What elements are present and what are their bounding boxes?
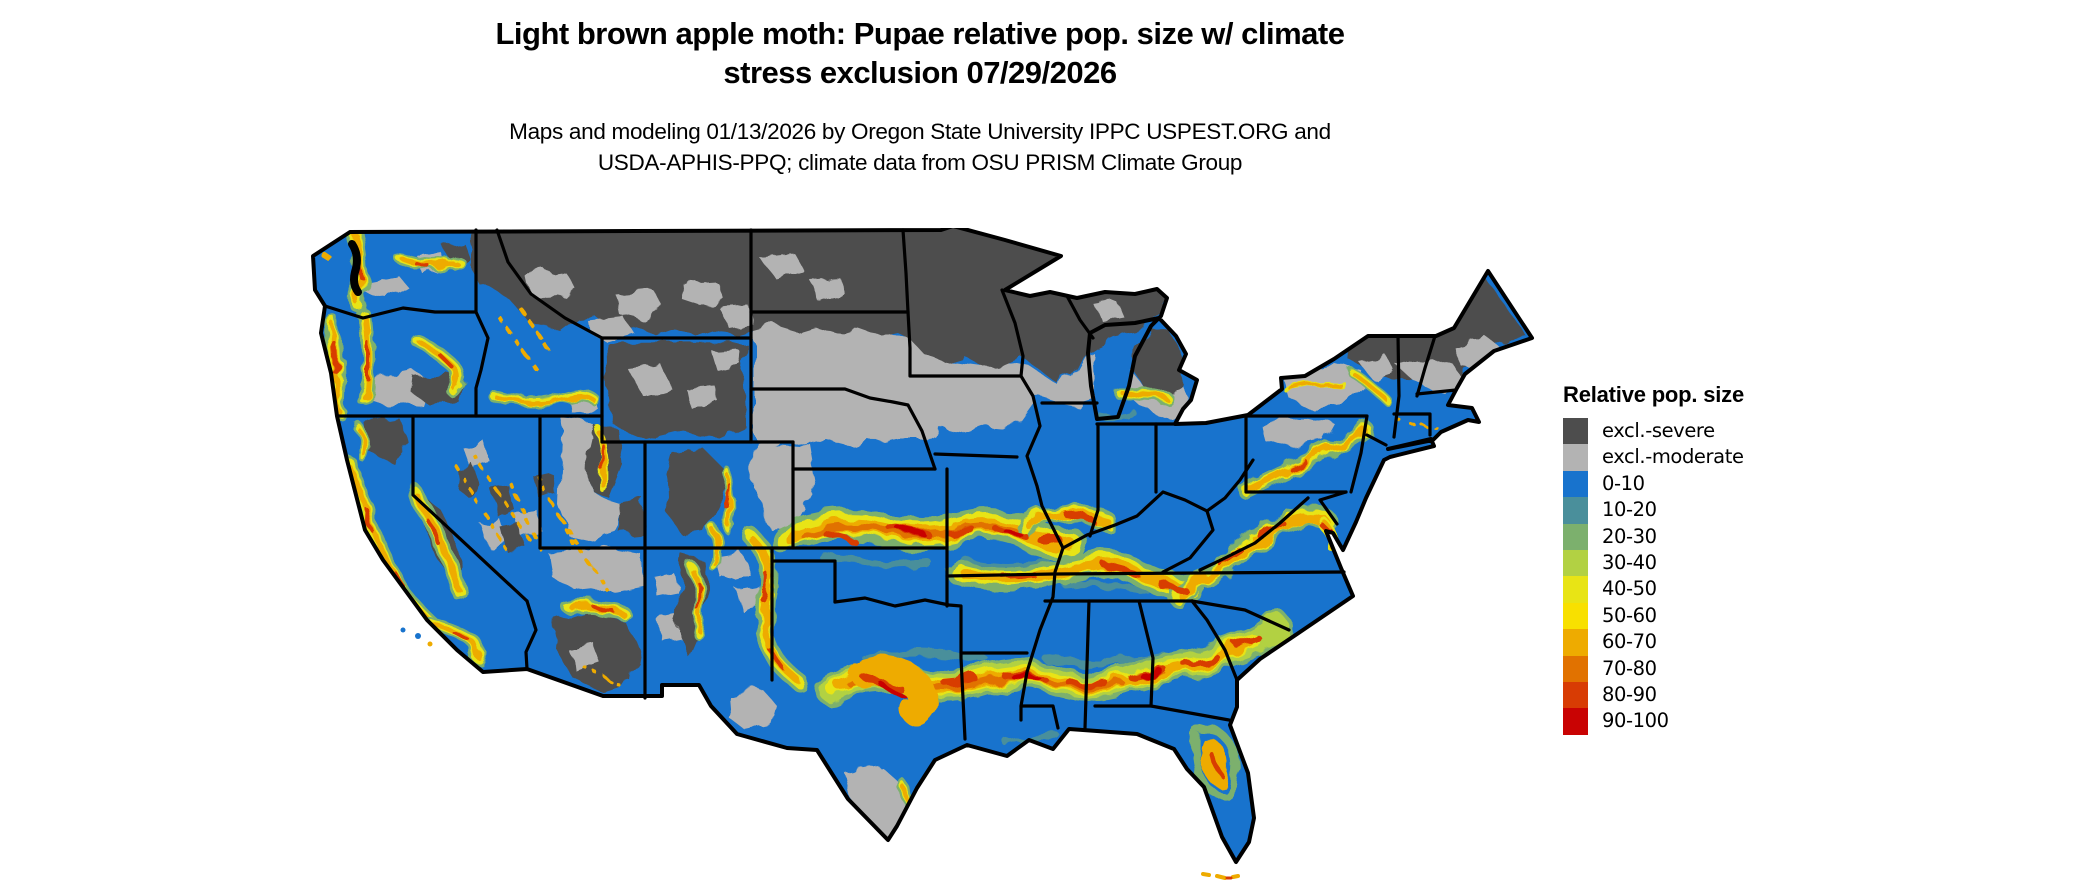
legend-swatch bbox=[1563, 602, 1588, 630]
legend-item: excl.-moderate bbox=[1563, 444, 1803, 471]
legend-swatch bbox=[1563, 629, 1588, 656]
title-block: Light brown apple moth: Pupae relative p… bbox=[0, 14, 1840, 178]
legend-item: 30-40 bbox=[1563, 549, 1803, 577]
legend-swatch bbox=[1563, 708, 1588, 735]
legend-label: 10-20 bbox=[1602, 498, 1657, 522]
legend-swatch bbox=[1563, 523, 1588, 550]
legend-swatch bbox=[1563, 470, 1588, 498]
map-title-line1: Light brown apple moth: Pupae relative p… bbox=[495, 16, 1345, 51]
map-subtitle-line2: USDA-APHIS-PPQ; climate data from OSU PR… bbox=[597, 150, 1243, 175]
legend-label: 30-40 bbox=[1602, 550, 1657, 574]
legend-item: 70-80 bbox=[1563, 655, 1803, 682]
legend-item: 0-10 bbox=[1563, 470, 1803, 498]
legend-label: 70-80 bbox=[1602, 656, 1657, 680]
legend-label: 90-100 bbox=[1602, 709, 1669, 733]
map-subtitle: Maps and modeling 01/13/2026 by Oregon S… bbox=[0, 116, 1840, 178]
raster-layers bbox=[313, 228, 1532, 862]
sf-bay bbox=[350, 517, 364, 539]
us-map bbox=[311, 228, 1534, 880]
legend-item: 20-30 bbox=[1563, 523, 1803, 550]
legend-label: 20-30 bbox=[1602, 524, 1657, 548]
legend-item: excl.-severe bbox=[1563, 418, 1803, 445]
puget-sound bbox=[348, 240, 362, 296]
offshore-specks bbox=[400, 627, 1240, 880]
us-outline bbox=[311, 228, 1534, 864]
state-borders bbox=[323, 228, 1458, 741]
legend-item: 10-20 bbox=[1563, 497, 1803, 524]
legend-item: 50-60 bbox=[1563, 602, 1803, 630]
legend: Relative pop. size excl.-severe excl.-mod… bbox=[1563, 382, 1803, 735]
legend-swatch bbox=[1563, 655, 1588, 682]
legend-swatch bbox=[1563, 576, 1588, 603]
legend-label: 50-60 bbox=[1602, 603, 1657, 627]
legend-swatch bbox=[1563, 444, 1588, 471]
legend-item: 90-100 bbox=[1563, 708, 1803, 735]
legend-title: Relative pop. size bbox=[1563, 382, 1745, 407]
legend-label: 80-90 bbox=[1602, 682, 1657, 706]
map-title-line2: stress exclusion 07/29/2026 bbox=[723, 55, 1117, 90]
legend-label: excl.-moderate bbox=[1602, 445, 1744, 469]
legend-item: 80-90 bbox=[1563, 681, 1803, 709]
legend-swatch bbox=[1563, 497, 1588, 524]
legend-label: 40-50 bbox=[1602, 577, 1657, 601]
legend-label: 60-70 bbox=[1602, 630, 1657, 654]
legend-label: 0-10 bbox=[1602, 471, 1645, 495]
legend-rows: excl.-severe excl.-moderate 0-10 10-20 20-30… bbox=[1563, 418, 1803, 735]
region-gray-mottle bbox=[525, 254, 1505, 672]
legend-swatch bbox=[1563, 549, 1588, 577]
map-title: Light brown apple moth: Pupae relative p… bbox=[0, 14, 1840, 92]
region-excl-severe bbox=[365, 228, 1523, 692]
legend-item: 40-50 bbox=[1563, 576, 1803, 603]
map-subtitle-line1: Maps and modeling 01/13/2026 by Oregon S… bbox=[509, 119, 1331, 144]
legend-label: excl.-severe bbox=[1602, 419, 1715, 442]
legend-swatch bbox=[1563, 418, 1588, 445]
legend-item: 60-70 bbox=[1563, 629, 1803, 656]
legend-swatch bbox=[1563, 681, 1588, 709]
